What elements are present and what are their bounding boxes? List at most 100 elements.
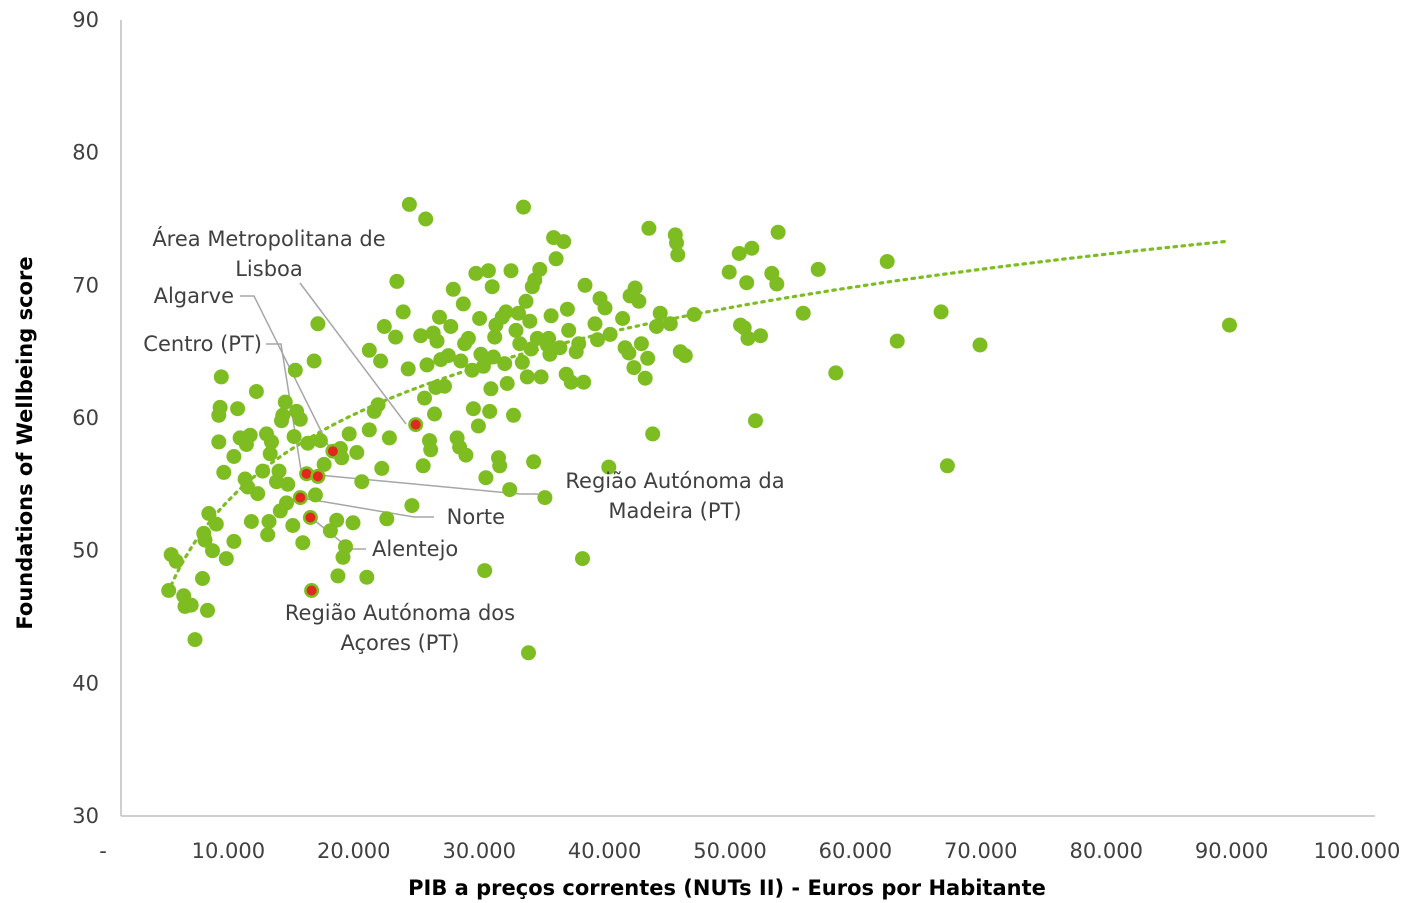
scatter-point — [277, 394, 293, 410]
scatter-point — [279, 495, 294, 511]
y-tick-label: 60 — [72, 406, 99, 430]
scatter-point — [1222, 317, 1237, 333]
scatter-point — [468, 265, 484, 281]
scatter-point — [526, 454, 542, 470]
scatter-point — [264, 434, 279, 450]
scatter-point — [485, 349, 501, 365]
y-tick-label: 40 — [72, 671, 99, 695]
highlighted-point — [410, 419, 421, 430]
scatter-point — [552, 340, 568, 356]
scatter-point — [187, 632, 203, 648]
scatter-point — [731, 246, 747, 261]
scatter-point — [389, 273, 405, 289]
scatter-point — [502, 482, 518, 498]
scatter-point — [516, 199, 531, 215]
axes — [120, 20, 1375, 817]
scatter-point — [330, 568, 346, 584]
highlighted-point — [295, 492, 306, 503]
scatter-point — [621, 345, 637, 361]
scatter-point — [195, 571, 210, 586]
x-tick-label: 80.000 — [1069, 839, 1142, 863]
scatter-point — [300, 435, 316, 451]
scatter-point — [306, 353, 322, 369]
scatter-point — [338, 539, 353, 555]
leader-line — [295, 496, 434, 518]
scatter-point — [285, 518, 301, 533]
scatter-point — [359, 569, 375, 585]
scatter-point — [226, 449, 242, 464]
leader-line — [317, 474, 538, 495]
scatter-point — [575, 551, 590, 567]
leader-line — [266, 343, 302, 471]
scatter-point — [201, 506, 217, 521]
scatter-point — [255, 463, 271, 479]
x-tick-label: 20.000 — [317, 839, 390, 863]
scatter-point — [740, 330, 756, 346]
scatter-point — [361, 422, 377, 438]
scatter-point — [514, 354, 530, 370]
scatter-point — [465, 401, 481, 417]
scatter-point — [197, 532, 213, 548]
scatter-point — [242, 427, 258, 443]
y-tick-labels: 30 40 50 60 70 80 90 — [72, 8, 99, 828]
x-tick-label: 40.000 — [568, 839, 641, 863]
scatter-point — [633, 336, 649, 352]
y-axis-title: Foundations of Wellbeing score — [13, 256, 37, 629]
y-tick-label: 80 — [72, 141, 99, 165]
scatter-point — [615, 311, 631, 326]
annotation-label: Alentejo — [372, 537, 458, 561]
scatter-point — [472, 311, 488, 326]
x-tick-label: 10.000 — [192, 839, 265, 863]
scatter-point — [933, 304, 949, 320]
scatter-point — [480, 263, 496, 279]
scatter-point — [753, 328, 768, 344]
scatter-point — [445, 281, 461, 297]
leader-line — [240, 295, 330, 448]
scatter-point — [307, 487, 323, 503]
scatter-point — [329, 512, 345, 528]
scatter-point — [475, 358, 491, 374]
scatter-point — [286, 429, 302, 445]
scatter-point — [492, 458, 508, 474]
y-tick-label: 50 — [72, 539, 99, 563]
scatter-point — [561, 322, 577, 338]
leader-line — [299, 282, 407, 425]
highlighted-point — [301, 468, 312, 479]
scatter-point — [483, 381, 499, 397]
scatter-point — [341, 426, 357, 442]
scatter-point — [295, 535, 311, 551]
scatter-point — [205, 543, 220, 559]
scatter-point — [506, 407, 521, 423]
scatter-point — [484, 279, 500, 295]
scatter-point — [349, 445, 365, 460]
scatter-point — [576, 374, 592, 390]
scatter-point — [563, 374, 579, 390]
scatter-point — [218, 551, 234, 567]
scatter-point — [503, 263, 519, 279]
scatter-point — [230, 401, 246, 417]
scatter-point — [200, 602, 215, 618]
scatter-point — [401, 196, 417, 212]
scatter-point — [889, 333, 905, 349]
scatter-point — [213, 369, 229, 385]
scatter-point — [432, 309, 447, 325]
scatter-point — [571, 336, 587, 352]
scatter-point — [345, 515, 361, 531]
scatter-point — [292, 411, 308, 427]
scatter-point — [477, 563, 493, 579]
scatter-point — [250, 486, 266, 502]
scatter-point — [437, 378, 452, 394]
scatter-point — [587, 316, 603, 332]
x-tick-label: 90.000 — [1195, 839, 1268, 863]
scatter-point — [828, 365, 844, 381]
scatter-point — [455, 296, 471, 312]
data-points — [161, 196, 1237, 661]
scatter-point — [248, 384, 264, 399]
scatter-point — [478, 470, 494, 486]
highlighted-points — [292, 417, 424, 598]
highlighted-point — [305, 512, 316, 523]
scatter-point — [423, 442, 439, 458]
scatter-point — [559, 301, 575, 317]
scatter-point — [548, 251, 564, 267]
